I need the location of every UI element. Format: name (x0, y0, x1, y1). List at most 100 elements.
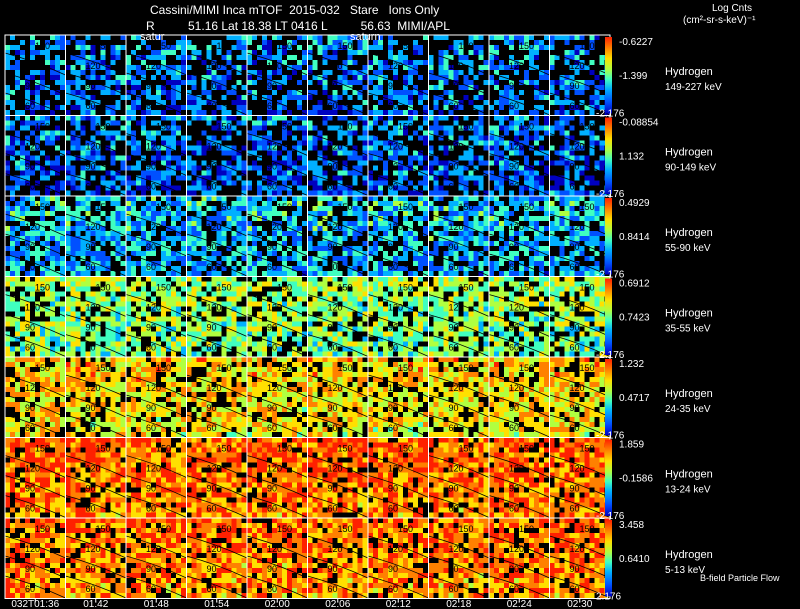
intensity-pixel (544, 155, 549, 161)
intensity-pixel (161, 180, 166, 186)
intensity-pixel (599, 70, 605, 75)
intensity-pixel (383, 95, 388, 100)
intensity-pixel (347, 341, 353, 347)
intensity-pixel (115, 211, 121, 216)
intensity-pixel (463, 211, 469, 216)
intensity-pixel (287, 75, 292, 80)
intensity-pixel (327, 221, 333, 226)
latitude-contour (488, 72, 550, 96)
intensity-pixel (171, 185, 176, 191)
intensity-pixel (176, 196, 181, 201)
intensity-pixel (262, 50, 267, 55)
intensity-pixel (196, 100, 202, 105)
intensity-pixel (30, 105, 35, 110)
intensity-pixel (458, 216, 464, 221)
intensity-pixel (347, 170, 353, 176)
intensity-pixel (554, 180, 560, 186)
intensity-pixel (423, 185, 428, 191)
intensity-pixel (489, 251, 494, 256)
intensity-pixel (564, 226, 570, 231)
intensity-pixel (594, 35, 600, 40)
intensity-pixel (287, 321, 292, 327)
intensity-pixel (408, 331, 413, 337)
intensity-pixel (100, 60, 106, 65)
intensity-pixel (342, 236, 348, 241)
intensity-pixel (368, 251, 373, 256)
intensity-pixel (25, 351, 30, 357)
intensity-pixel (5, 276, 10, 282)
intensity-pixel (529, 241, 534, 246)
intensity-pixel (247, 196, 252, 201)
intensity-pixel (216, 306, 222, 312)
intensity-pixel (413, 336, 418, 342)
intensity-pixel (221, 120, 227, 126)
intensity-pixel (559, 125, 565, 131)
intensity-pixel (90, 291, 96, 297)
intensity-pixel (418, 321, 423, 327)
intensity-pixel (458, 155, 464, 161)
intensity-pixel (438, 95, 444, 100)
intensity-pixel (342, 40, 348, 45)
intensity-pixel (297, 165, 302, 171)
intensity-pixel (317, 336, 323, 342)
intensity-pixel (438, 216, 444, 221)
contour-label: 60 (328, 182, 338, 192)
intensity-pixel (156, 175, 161, 181)
intensity-pixel (120, 175, 126, 181)
intensity-pixel (332, 346, 338, 352)
intensity-pixel (70, 80, 76, 85)
intensity-pixel (257, 140, 262, 146)
intensity-pixel (25, 341, 30, 347)
contour-label: 120 (267, 142, 282, 152)
intensity-pixel (373, 60, 378, 65)
contour-label: 120 (449, 142, 464, 152)
intensity-pixel (499, 226, 504, 231)
intensity-pixel (166, 211, 171, 216)
intensity-pixel (5, 281, 10, 287)
intensity-pixel (337, 170, 343, 176)
intensity-pixel (156, 276, 161, 282)
intensity-pixel (105, 70, 111, 75)
intensity-pixel (579, 100, 585, 105)
contour-label: 120 (25, 303, 40, 313)
intensity-pixel (514, 241, 519, 246)
contour-label: 60 (267, 343, 277, 353)
intensity-pixel (226, 331, 232, 337)
intensity-pixel (403, 221, 408, 226)
intensity-pixel (136, 296, 141, 302)
intensity-pixel (388, 45, 393, 50)
intensity-pixel (45, 135, 50, 141)
latitude-contour (549, 173, 611, 196)
intensity-pixel (156, 120, 161, 126)
latitude-contour (246, 233, 308, 257)
intensity-pixel (136, 236, 141, 241)
intensity-pixel (373, 40, 378, 45)
intensity-pixel (161, 125, 166, 131)
latitude-contour (367, 133, 429, 156)
intensity-pixel (418, 160, 423, 166)
intensity-pixel (70, 281, 76, 287)
intensity-pixel (342, 105, 348, 110)
intensity-pixel (226, 341, 232, 347)
intensity-pixel (478, 175, 484, 181)
intensity-pixel (584, 241, 590, 246)
intensity-pixel (171, 311, 176, 317)
intensity-pixel (80, 206, 86, 211)
intensity-pixel (368, 120, 373, 126)
intensity-pixel (524, 175, 529, 181)
intensity-pixel (191, 276, 197, 282)
contour-label: 90 (86, 242, 96, 252)
intensity-pixel (413, 236, 418, 241)
intensity-pixel (332, 351, 338, 357)
intensity-pixel (332, 160, 338, 166)
intensity-pixel (90, 266, 96, 271)
intensity-pixel (499, 35, 504, 40)
intensity-pixel (100, 231, 106, 236)
intensity-pixel (312, 185, 318, 191)
intensity-pixel (141, 226, 146, 231)
intensity-pixel (433, 241, 439, 246)
intensity-pixel (136, 165, 141, 171)
intensity-pixel (509, 140, 514, 146)
intensity-pixel (80, 50, 86, 55)
intensity-pixel (584, 266, 590, 271)
